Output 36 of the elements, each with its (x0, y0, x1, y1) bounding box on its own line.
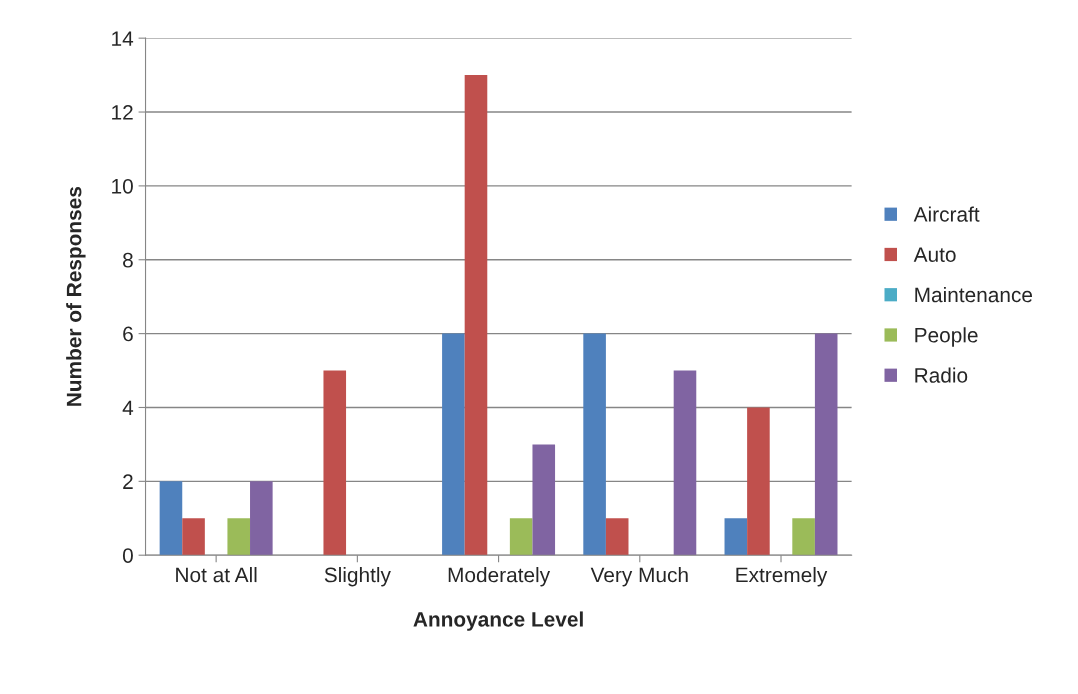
legend-label: Radio (915, 367, 968, 383)
bar (250, 481, 273, 556)
y-tick-label: 4 (122, 400, 134, 416)
bar (182, 518, 205, 556)
bar (814, 333, 838, 556)
bar (792, 518, 815, 556)
bar (227, 518, 251, 556)
x-tick-label: Very Much (590, 567, 688, 587)
bar (509, 518, 533, 556)
y-tick-label: 6 (123, 326, 133, 342)
bar (747, 407, 770, 556)
x-tick-label: Moderately (448, 567, 551, 587)
y-tick-label: 12 (112, 105, 133, 120)
x-tick-label: Extremely (736, 567, 828, 587)
x-tick-label: Not at All (176, 567, 257, 583)
x-tick-label: Slightly (324, 567, 391, 587)
x-axis-title: Annoyance Level (413, 611, 583, 631)
bar (673, 370, 697, 556)
y-tick-label: 0 (122, 548, 133, 563)
bar (605, 518, 629, 556)
legend-label: People (915, 327, 978, 347)
bar (442, 333, 465, 556)
legend-label: Maintenance (915, 286, 1033, 303)
y-tick-label: 8 (123, 252, 133, 268)
y-axis-title: Number of Responses (66, 186, 86, 406)
legend-label: Aircraft (913, 206, 980, 222)
y-tick-label: 2 (123, 474, 133, 489)
bar (159, 481, 183, 556)
legend-label: Auto (913, 247, 956, 263)
y-tick-label: 10 (112, 178, 133, 194)
bar (464, 75, 488, 556)
bar (532, 444, 556, 556)
bar (323, 370, 347, 556)
bar (583, 333, 606, 556)
y-tick-label: 14 (112, 31, 134, 46)
bar (724, 518, 748, 556)
